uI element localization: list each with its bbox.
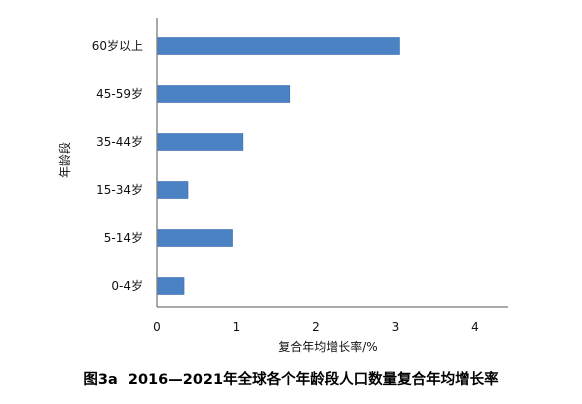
y-tick-labels: 60岁以上 45-59岁 35-44岁 15-34岁 5-14岁 0-4岁 [92,38,143,293]
axes-layer [156,18,508,308]
bar [157,181,189,199]
bar [157,85,291,103]
x-tick-label: 4 [471,320,479,334]
y-tick-label: 0-4岁 [111,278,143,293]
y-tick-label: 15-34岁 [96,182,143,197]
y-tick-label: 35-44岁 [96,134,143,149]
x-tick-labels: 0 1 2 3 4 [153,320,479,334]
y-tick-label: 45-59岁 [96,86,143,101]
x-tick-label: 0 [153,320,161,334]
bars-layer [157,37,400,295]
bar [157,37,400,55]
x-tick-label: 2 [312,320,320,334]
figure-caption: 图3a 2016—2021年全球各个年龄段人口数量复合年均增长率 [83,370,499,388]
bar [157,277,185,295]
y-tick-label: 60岁以上 [92,38,143,53]
bar [157,133,244,151]
x-tick-label: 3 [392,320,400,334]
x-tick-label: 1 [233,320,241,334]
y-axis-title: 年龄段 [57,142,72,178]
x-axis-title: 复合年均增长率/% [278,339,377,354]
bar [157,229,233,247]
y-tick-label: 5-14岁 [104,230,143,245]
